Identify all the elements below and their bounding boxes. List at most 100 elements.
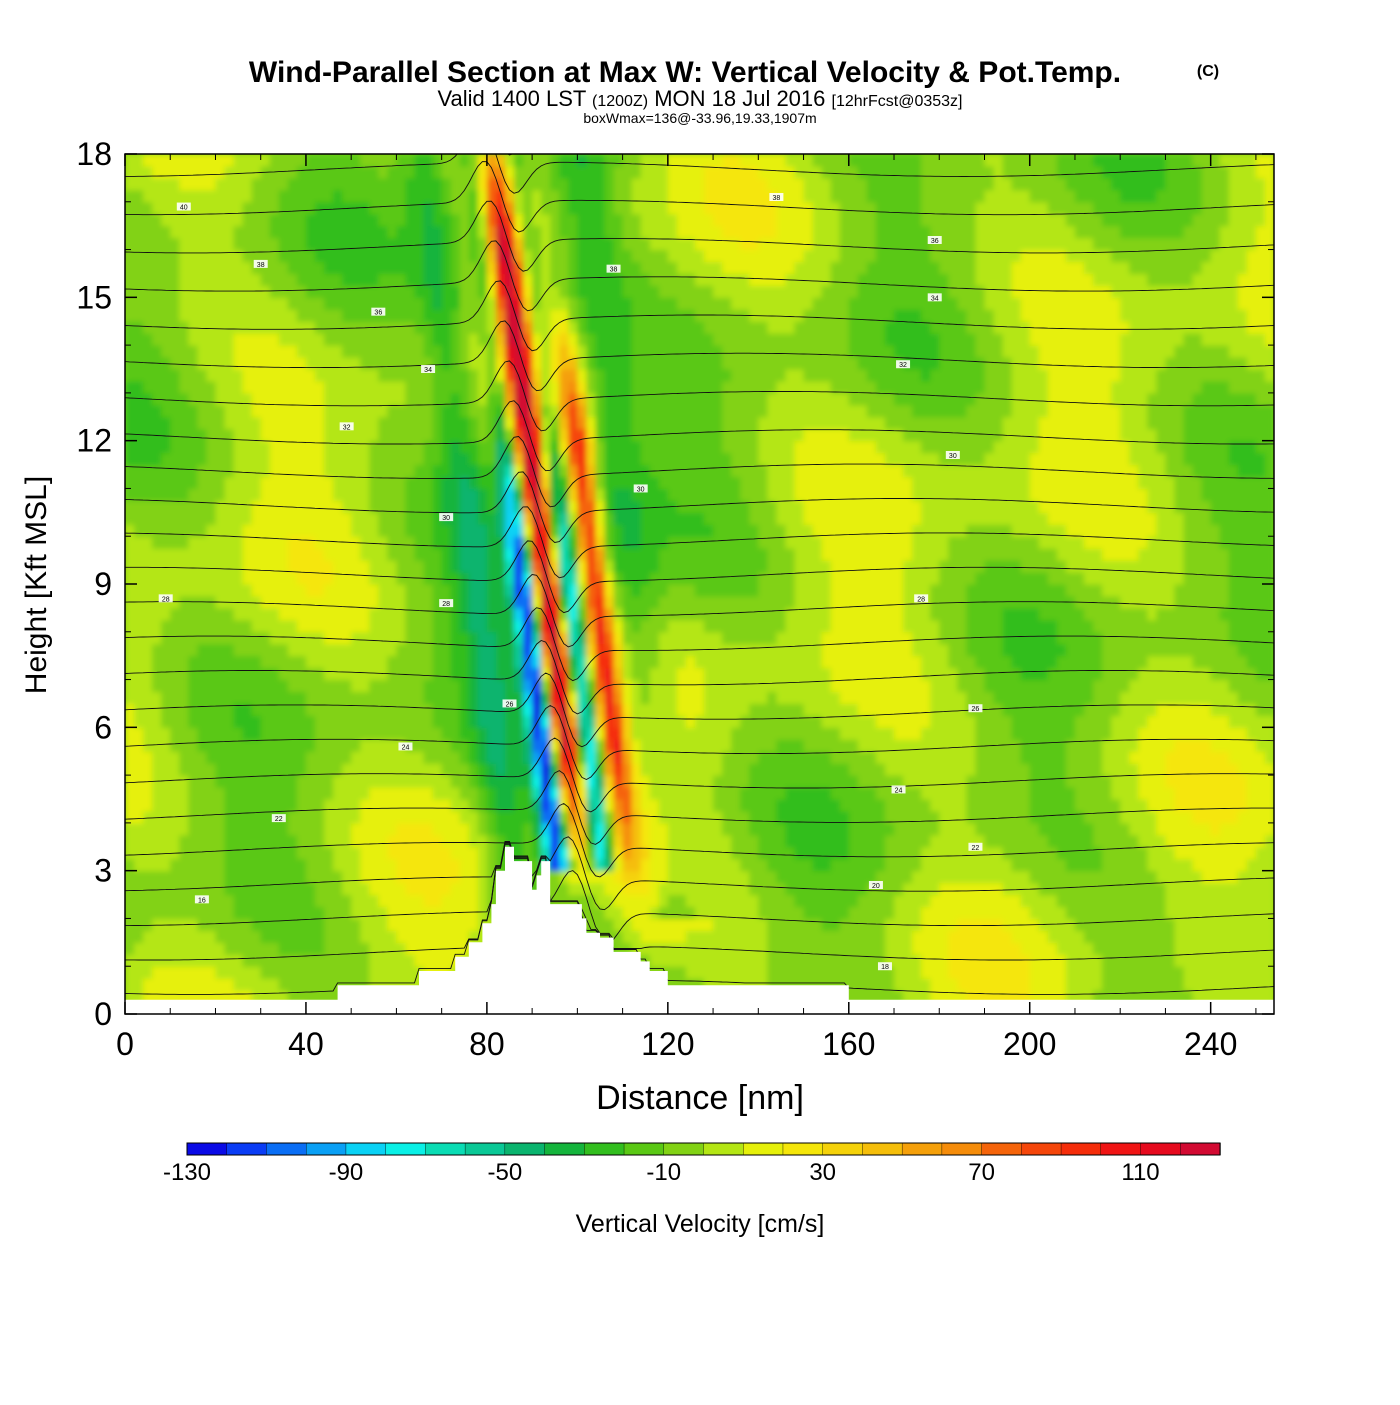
field-cell bbox=[260, 309, 271, 322]
field-cell bbox=[161, 249, 171, 263]
field-cell bbox=[206, 285, 217, 298]
field-cell bbox=[179, 667, 189, 681]
field-cell bbox=[704, 345, 714, 358]
field-cell bbox=[432, 810, 443, 824]
field-cell bbox=[215, 882, 226, 896]
field-cell bbox=[251, 201, 262, 215]
field-cell bbox=[731, 751, 741, 764]
field-cell bbox=[188, 189, 198, 203]
field-cell bbox=[613, 225, 624, 239]
field-cell bbox=[622, 882, 633, 896]
field-cell bbox=[541, 787, 551, 800]
field-cell bbox=[179, 261, 189, 275]
field-cell bbox=[287, 345, 298, 358]
field-cell bbox=[640, 691, 651, 705]
field-cell bbox=[595, 416, 606, 430]
field-cell bbox=[595, 165, 606, 179]
field-cell bbox=[722, 595, 732, 609]
field-cell bbox=[396, 906, 407, 920]
field-cell bbox=[387, 524, 398, 537]
field-cell bbox=[414, 846, 425, 860]
field-cell bbox=[550, 392, 560, 406]
field-cell bbox=[188, 643, 198, 657]
field-cell bbox=[260, 536, 271, 549]
field-cell bbox=[324, 703, 334, 716]
field-cell bbox=[722, 870, 732, 884]
field-cell bbox=[342, 918, 352, 931]
field-cell bbox=[224, 548, 235, 561]
field-cell bbox=[161, 715, 171, 728]
field-cell bbox=[188, 512, 198, 525]
field-cell bbox=[459, 930, 470, 943]
field-cell bbox=[351, 595, 361, 609]
field-cell bbox=[278, 595, 289, 609]
field-cell bbox=[242, 739, 253, 752]
field-cell bbox=[414, 787, 425, 800]
field-cell bbox=[613, 428, 624, 442]
field-cell bbox=[622, 237, 633, 251]
field-cell bbox=[278, 954, 289, 967]
field-cell bbox=[649, 667, 660, 681]
field-cell bbox=[477, 739, 488, 752]
field-cell bbox=[152, 560, 162, 573]
field-cell bbox=[206, 942, 217, 955]
field-cell bbox=[559, 500, 569, 513]
field-cell bbox=[296, 165, 307, 179]
field-cell bbox=[459, 464, 470, 478]
field-cell bbox=[441, 309, 452, 322]
field-cell bbox=[640, 213, 651, 227]
field-cell bbox=[188, 607, 198, 621]
field-cell bbox=[486, 548, 497, 561]
field-cell bbox=[559, 154, 569, 167]
field-cell bbox=[713, 667, 723, 681]
field-cell bbox=[423, 452, 434, 466]
field-cell bbox=[215, 775, 226, 788]
field-cell bbox=[351, 572, 361, 585]
field-cell bbox=[333, 906, 343, 920]
field-cell bbox=[333, 177, 343, 191]
field-cell bbox=[305, 942, 316, 955]
field-cell bbox=[314, 703, 325, 716]
field-cell bbox=[740, 165, 750, 179]
field-cell bbox=[423, 858, 434, 872]
field-cell bbox=[251, 966, 262, 979]
field-cell bbox=[305, 560, 316, 573]
field-cell bbox=[432, 870, 443, 884]
field-cell bbox=[523, 369, 533, 382]
field-cell bbox=[179, 560, 189, 573]
field-cell bbox=[731, 918, 741, 931]
field-cell bbox=[685, 595, 696, 609]
field-cell bbox=[550, 799, 560, 812]
field-cell bbox=[586, 584, 597, 597]
field-cell bbox=[586, 536, 597, 549]
field-cell bbox=[333, 930, 343, 943]
field-cell bbox=[287, 380, 298, 394]
field-cell bbox=[333, 512, 343, 525]
field-cell bbox=[622, 392, 633, 406]
field-cell bbox=[233, 357, 244, 370]
field-cell bbox=[251, 476, 262, 490]
field-cell bbox=[414, 834, 425, 848]
field-cell bbox=[694, 213, 705, 227]
field-cell bbox=[152, 536, 162, 549]
field-cell bbox=[333, 452, 343, 466]
field-cell bbox=[559, 380, 569, 394]
field-cell bbox=[324, 165, 334, 179]
field-cell bbox=[514, 667, 524, 681]
field-cell bbox=[242, 655, 253, 669]
field-cell bbox=[595, 309, 606, 322]
field-cell bbox=[577, 619, 588, 633]
field-cell bbox=[704, 500, 714, 513]
field-cell bbox=[179, 775, 189, 788]
field-cell bbox=[577, 595, 588, 609]
field-cell bbox=[441, 727, 452, 740]
field-cell bbox=[360, 703, 370, 716]
field-cell bbox=[351, 416, 361, 430]
field-cell bbox=[694, 584, 705, 597]
field-cell bbox=[504, 655, 515, 669]
field-cell bbox=[731, 536, 741, 549]
field-cell bbox=[197, 727, 208, 740]
field-cell bbox=[595, 846, 606, 860]
field-cell bbox=[423, 667, 434, 681]
field-cell bbox=[324, 595, 334, 609]
